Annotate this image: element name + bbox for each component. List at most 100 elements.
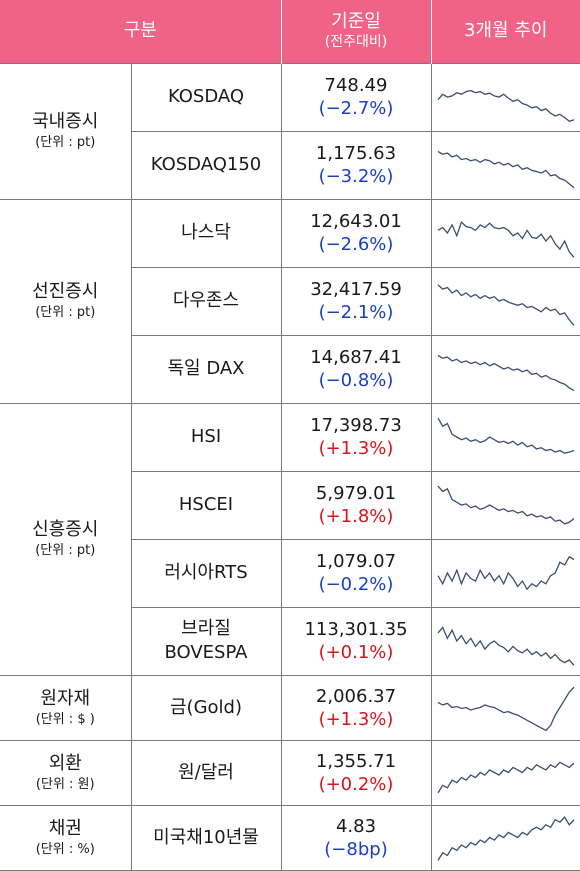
value-cell: 1,355.71 (+0.2%) — [280, 739, 432, 806]
group-unit: (단위 : $ ) — [35, 711, 95, 727]
header-row: 구분 기준일 (전주대비) 3개월 추이 — [0, 0, 580, 63]
trend-cell — [430, 674, 580, 741]
sparkline-chart — [437, 761, 575, 794]
trend-cell — [430, 266, 580, 336]
sparkline-line — [437, 686, 575, 732]
item-name: HSCEI — [178, 494, 234, 515]
trend-cell — [430, 402, 580, 472]
sparkline-line — [437, 816, 575, 861]
group-unit: (단위 : pt) — [35, 305, 96, 320]
item-cell: 원/달러 — [130, 739, 282, 806]
base-value: 32,417.59 — [310, 279, 402, 300]
item-cell: 독일 DAX — [131, 334, 282, 404]
value-cell: 14,687.41 (−0.8%) — [280, 334, 432, 404]
item-cell: KOSDAQ — [130, 62, 282, 132]
value-cell: 17,398.73 (+1.3%) — [280, 402, 432, 472]
base-date-label: 기준일 — [331, 11, 381, 33]
sparkline-line — [437, 150, 575, 189]
sparkline-chart — [437, 284, 575, 326]
value-cell: 113,301.35 (+0.1%) — [280, 606, 432, 676]
sparkline-chart — [437, 417, 574, 454]
trend-cell — [430, 606, 580, 676]
sparkline-chart — [437, 354, 575, 392]
table-row: 선진증시 (단위 : pt) 나스닥 12,643.01 (−2.6%) — [0, 198, 580, 404]
trend-cell — [430, 739, 580, 806]
item-name: KOSDAQ — [167, 86, 245, 107]
sparkline-line — [437, 89, 574, 123]
sparkline-line — [437, 485, 575, 525]
item-cell: HSI — [130, 402, 282, 472]
table-row: 러시아RTS 1,079.07 (−0.2%) — [0, 538, 580, 608]
group-unit: (단위 : pt) — [35, 543, 96, 558]
sparkline-chart — [437, 686, 575, 732]
value-cell: 32,417.59 (−2.1%) — [280, 266, 432, 336]
sparkline-line — [437, 354, 575, 392]
table-row: 외환 (단위 : 원) 원/달러 1,355.71 (+0.2%) — [0, 739, 580, 806]
weekly-change: (−2.6%) — [318, 234, 394, 255]
group-cell: 선진증시 (단위 : pt) — [0, 198, 132, 404]
group-name: 채권 — [48, 817, 82, 839]
weekly-change: (−2.7%) — [318, 98, 394, 119]
group-cell: 채권 (단위 : %) — [0, 804, 132, 871]
base-value: 14,687.41 — [310, 347, 402, 368]
header-category: 구분 — [0, 0, 281, 63]
group-cell: 원자재 (단위 : $ ) — [0, 674, 132, 741]
sparkline-chart — [437, 89, 574, 123]
item-cell: 러시아RTS — [131, 538, 282, 608]
base-value: 5,979.01 — [315, 483, 397, 504]
item-cell: HSCEI — [131, 470, 282, 540]
table-row: 원자재 (단위 : $ ) 금(Gold) 2,006.37 (+1.3%) — [0, 674, 580, 741]
item-cell: 나스닥 — [130, 198, 282, 268]
base-value: 2,006.37 — [315, 685, 397, 707]
item-name: KOSDAQ150 — [150, 154, 262, 175]
value-cell: 748.49 (−2.7%) — [280, 62, 432, 132]
value-cell: 4.83 (−8bp) — [280, 804, 432, 871]
group-name: 선진증시 — [32, 281, 99, 302]
sparkline-chart — [437, 816, 575, 861]
weekly-change: (+1.3%) — [318, 438, 394, 459]
value-cell: 12,643.01 (−2.6%) — [280, 198, 432, 268]
group-unit: (단위 : 원) — [35, 776, 95, 792]
weekly-change: (−8bp) — [324, 838, 388, 860]
base-value: 12,643.01 — [310, 211, 402, 232]
sparkline-line — [437, 221, 575, 258]
group-unit: (단위 : pt) — [35, 135, 96, 150]
base-value: 4.83 — [335, 815, 377, 837]
trend-cell — [430, 130, 580, 200]
value-cell: 2,006.37 (+1.3%) — [280, 674, 432, 741]
trend-cell — [430, 334, 580, 404]
base-value: 1,079.07 — [315, 551, 397, 572]
item-name: 다우존스 — [172, 290, 240, 311]
item-name: 러시아RTS — [164, 562, 248, 583]
weekly-change: (−3.2%) — [318, 166, 394, 187]
table-row: 신흥증시 (단위 : pt) HSI 17,398.73 (+1.3%) — [0, 402, 580, 676]
item-cell: KOSDAQ150 — [131, 130, 282, 200]
sparkline-chart — [437, 555, 575, 591]
base-date-sub-label: (전주대비) — [324, 34, 388, 51]
sparkline-line — [437, 284, 575, 326]
item-name: 미국채10년물 — [153, 826, 259, 848]
weekly-change: (+0.1%) — [318, 642, 394, 663]
weekly-change: (−0.8%) — [318, 370, 394, 391]
item-name: 금(Gold) — [170, 696, 242, 718]
base-value: 748.49 — [324, 75, 388, 96]
group-name: 국내증시 — [32, 111, 99, 132]
group-cell: 외환 (단위 : 원) — [0, 739, 132, 806]
table-row: 독일 DAX 14,687.41 (−0.8%) — [0, 334, 580, 404]
item-cell: 금(Gold) — [130, 674, 282, 741]
sparkline-chart — [437, 485, 575, 525]
table-row: 국내증시 (단위 : pt) KOSDAQ 748.49 (−2.7%) — [0, 62, 580, 200]
sparkline-line — [437, 417, 574, 454]
group-cell: 신흥증시 (단위 : pt) — [0, 402, 132, 676]
weekly-change: (+1.3%) — [318, 708, 394, 730]
header-trend: 3개월 추이 — [430, 0, 580, 63]
table-row: 채권 (단위 : %) 미국채10년물 4.83 (−8bp) — [0, 804, 580, 871]
group-name: 외환 — [48, 752, 82, 774]
sparkline-line — [437, 555, 575, 591]
base-value: 1,175.63 — [315, 143, 397, 164]
item-cell: 브라질 BOVESPA — [131, 606, 282, 676]
group-cell: 국내증시 (단위 : pt) — [0, 62, 132, 200]
group-unit: (단위 : %) — [35, 841, 95, 857]
base-value: 1,355.71 — [315, 750, 397, 772]
